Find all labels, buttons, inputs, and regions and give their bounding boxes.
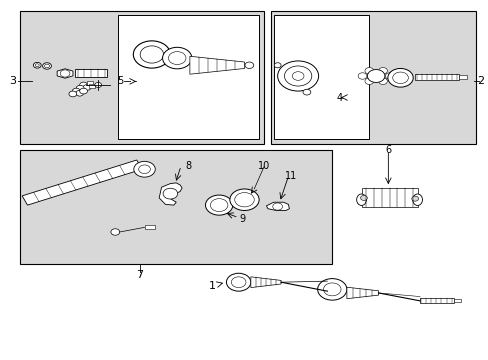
Circle shape — [76, 90, 83, 96]
Text: 7: 7 — [136, 270, 143, 280]
Circle shape — [226, 273, 250, 291]
Bar — [419, 298, 453, 303]
Circle shape — [69, 91, 77, 97]
Circle shape — [111, 229, 120, 235]
Text: 6: 6 — [385, 144, 390, 154]
Bar — [118, 15, 259, 139]
Circle shape — [35, 64, 39, 67]
Circle shape — [210, 199, 227, 212]
Polygon shape — [57, 69, 73, 78]
Circle shape — [168, 51, 185, 64]
Text: 1: 1 — [209, 281, 216, 291]
Circle shape — [229, 189, 259, 211]
Circle shape — [272, 203, 282, 210]
Circle shape — [83, 85, 91, 90]
Circle shape — [392, 72, 407, 84]
Circle shape — [33, 62, 41, 68]
Circle shape — [284, 66, 311, 86]
Bar — [361, 188, 417, 207]
Circle shape — [163, 188, 177, 199]
Circle shape — [139, 165, 150, 174]
Circle shape — [60, 70, 70, 77]
Circle shape — [44, 64, 49, 68]
Polygon shape — [346, 287, 378, 299]
Polygon shape — [266, 202, 289, 211]
Circle shape — [134, 161, 155, 177]
Circle shape — [292, 72, 304, 80]
Text: 9: 9 — [239, 215, 244, 224]
Ellipse shape — [412, 194, 422, 206]
Bar — [89, 84, 95, 88]
Text: 10: 10 — [257, 161, 269, 171]
Circle shape — [364, 68, 373, 74]
Bar — [20, 149, 331, 264]
Circle shape — [366, 69, 384, 82]
Circle shape — [378, 68, 386, 74]
Circle shape — [76, 85, 84, 91]
Circle shape — [364, 78, 373, 85]
Text: 4: 4 — [336, 93, 342, 103]
Polygon shape — [189, 56, 244, 74]
Circle shape — [274, 63, 281, 68]
Circle shape — [162, 47, 191, 69]
Circle shape — [277, 61, 318, 91]
Bar — [271, 12, 475, 144]
Circle shape — [387, 68, 412, 87]
Ellipse shape — [356, 194, 366, 206]
Circle shape — [95, 82, 102, 87]
Circle shape — [80, 82, 87, 88]
Polygon shape — [250, 277, 281, 288]
Bar — [458, 75, 466, 79]
Circle shape — [357, 73, 366, 79]
Bar — [414, 74, 458, 80]
Text: 5: 5 — [117, 76, 123, 86]
Bar — [453, 300, 460, 302]
Bar — [86, 81, 93, 85]
Circle shape — [303, 89, 310, 95]
Circle shape — [42, 63, 51, 69]
Circle shape — [323, 283, 340, 296]
Text: 8: 8 — [185, 161, 191, 171]
Circle shape — [244, 62, 253, 68]
Bar — [273, 15, 368, 139]
Circle shape — [317, 279, 346, 300]
Polygon shape — [159, 183, 182, 205]
Bar — [75, 69, 106, 77]
Circle shape — [133, 41, 170, 68]
Circle shape — [140, 46, 163, 63]
Circle shape — [378, 78, 386, 85]
Polygon shape — [22, 160, 142, 205]
Text: 2: 2 — [476, 76, 484, 86]
Circle shape — [234, 193, 254, 207]
Circle shape — [72, 88, 80, 94]
Circle shape — [411, 196, 418, 201]
Bar — [144, 225, 155, 229]
Circle shape — [360, 195, 366, 201]
Circle shape — [205, 195, 232, 215]
Circle shape — [231, 277, 245, 288]
Circle shape — [385, 73, 393, 79]
Circle shape — [80, 88, 87, 94]
Text: 11: 11 — [284, 171, 296, 181]
Bar — [20, 12, 264, 144]
Text: 3: 3 — [9, 76, 17, 86]
